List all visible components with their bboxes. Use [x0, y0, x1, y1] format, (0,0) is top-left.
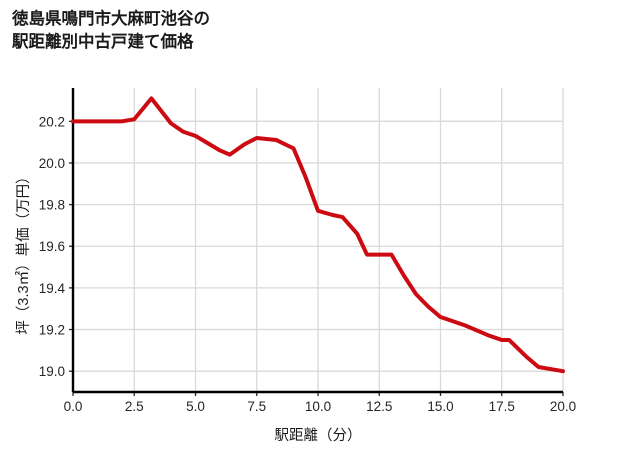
chart-title: 徳島県鳴門市大麻町池谷の 駅距離別中古戸建て価格: [12, 10, 210, 52]
y-tick-label: 19.0: [39, 364, 65, 379]
price-line: [71, 96, 565, 374]
y-tick-label: 20.0: [39, 156, 65, 171]
x-tick-labels: 0.0 2.5 5.0 7.5 10.0 12.5 15.0 17.5 20.0: [64, 399, 577, 414]
y-axis-title: 坪（3.3㎡）単価（万円）: [15, 169, 32, 334]
x-tick-label: 17.5: [489, 399, 515, 414]
x-tick-label: 2.5: [125, 399, 144, 414]
y-tick-label: 20.2: [39, 114, 65, 129]
x-tick-label: 7.5: [247, 399, 266, 414]
x-tick-label: 0.0: [64, 399, 83, 414]
gridlines: [72, 88, 564, 392]
y-tick-labels: 19.0 19.2 19.4 19.6 19.8 20.0 20.2: [39, 114, 66, 379]
x-tick-label: 15.0: [427, 399, 453, 414]
x-tick-label: 10.0: [305, 399, 331, 414]
x-tick-label: 5.0: [186, 399, 205, 414]
x-axis-title: 駅距離（分）: [275, 426, 362, 444]
y-tick-label: 19.8: [39, 198, 65, 213]
data-series: [71, 96, 565, 374]
x-tick-label: 12.5: [366, 399, 392, 414]
x-tick-label: 20.0: [550, 399, 576, 414]
y-tick-label: 19.4: [39, 281, 66, 296]
y-tick-label: 19.6: [39, 239, 65, 254]
axis-spines: [71, 88, 563, 394]
y-tick-label: 19.2: [39, 323, 65, 338]
